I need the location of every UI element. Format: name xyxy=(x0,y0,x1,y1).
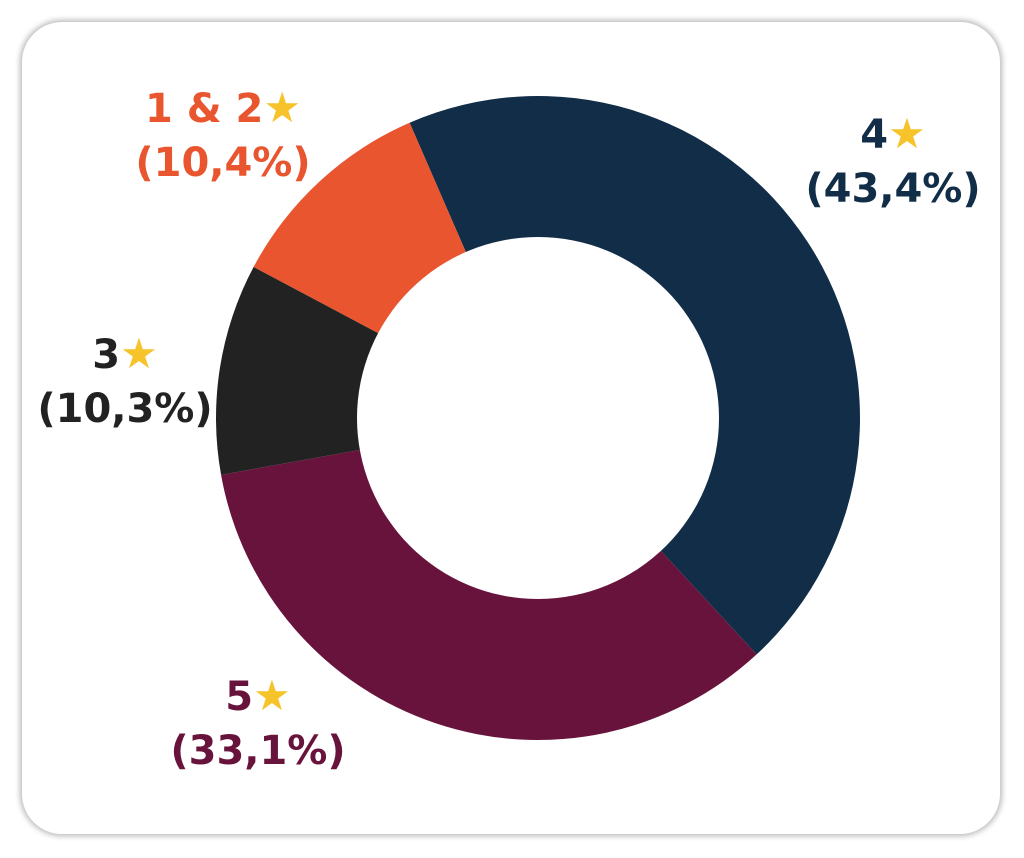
slice-label-text: 1 & 2 xyxy=(145,86,263,132)
star-icon: ★ xyxy=(263,83,301,132)
slice-label-text: 4 xyxy=(860,112,888,158)
donut-hole xyxy=(357,237,719,599)
slice-percent-label: (10,4%) xyxy=(135,140,310,186)
slice-label: 1 & 2★ xyxy=(145,83,301,132)
slice-label: 5★ xyxy=(225,671,291,720)
star-icon: ★ xyxy=(120,329,158,378)
slice-percent-label: (33,1%) xyxy=(170,728,345,774)
star-icon: ★ xyxy=(253,671,291,720)
slice-labels: 4★(43,4%)5★(33,1%)3★(10,3%)1 & 2★(10,4%) xyxy=(37,83,980,774)
slice-label: 3★ xyxy=(92,329,158,378)
slice-label: 4★ xyxy=(860,109,926,158)
slice-label-text: 5 xyxy=(225,674,253,720)
slice-label-text: 3 xyxy=(92,332,120,378)
slice-percent-label: (10,3%) xyxy=(37,386,212,432)
slice-percent-label: (43,4%) xyxy=(805,166,980,212)
star-icon: ★ xyxy=(888,109,926,158)
